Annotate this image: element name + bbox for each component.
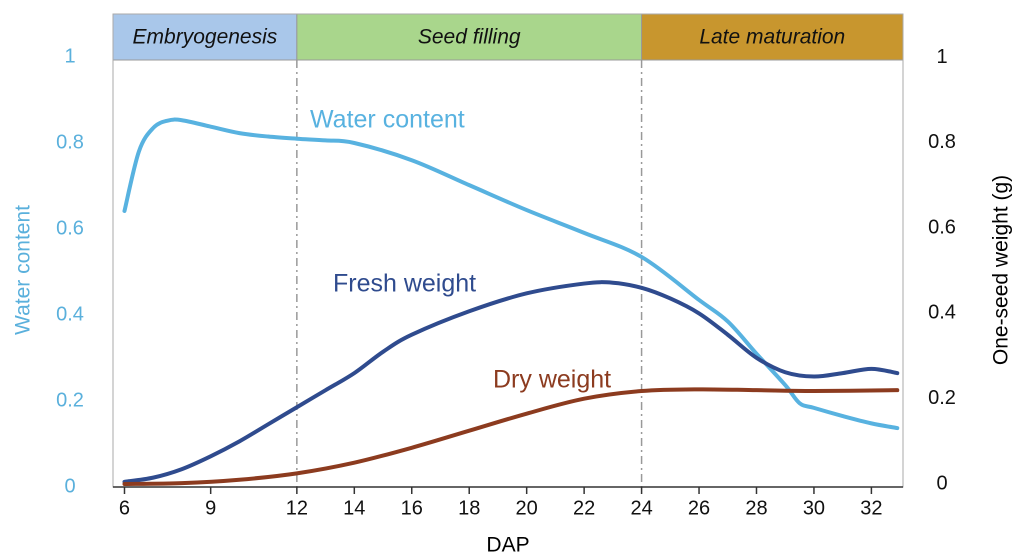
phase-band (296, 13, 643, 61)
x-tick-label: 28 (745, 497, 767, 519)
y-tick-label: 0.4 (56, 303, 84, 325)
x-tick-label: 26 (688, 497, 710, 519)
y2-tick-label: 1 (936, 46, 947, 68)
y-tick-label: 0.2 (56, 389, 84, 411)
series-line (122, 117, 900, 431)
y-axis-title: Water content (12, 205, 35, 335)
x-tick-label: 30 (803, 497, 825, 519)
y-tick-label: 1 (64, 45, 75, 67)
series-label: Water content (310, 106, 465, 134)
y2-tick-label: 0.6 (928, 216, 956, 238)
y-tick-label: 0.8 (56, 131, 84, 153)
y-tick-label: 0 (64, 475, 75, 497)
y2-tick-label: 0.2 (928, 387, 956, 409)
x-tick-label: 32 (860, 497, 882, 519)
series-line (122, 280, 900, 484)
phase-band (112, 13, 298, 61)
y2-axis-title: One-seed weight (g) (990, 175, 1013, 365)
phase-label: Embryogenesis (133, 26, 278, 49)
series-label: Fresh weight (333, 270, 476, 298)
y-tick-label: 0.6 (56, 217, 84, 239)
x-tick-label: 18 (458, 497, 480, 519)
y2-tick-label: 0.8 (928, 131, 956, 153)
x-axis-title: DAP (486, 534, 529, 557)
phase-label: Late maturation (699, 26, 845, 49)
plot-frame (112, 13, 904, 488)
phase-label: Seed filling (418, 26, 521, 49)
x-tick-label: 24 (630, 497, 652, 519)
x-tick-label: 16 (401, 497, 423, 519)
series-label: Dry weight (493, 366, 611, 394)
x-tick-label: 6 (119, 497, 130, 519)
x-tick-label: 9 (205, 497, 216, 519)
series-line (122, 387, 900, 487)
x-tick-label: 22 (573, 497, 595, 519)
y2-tick-label: 0 (936, 472, 947, 494)
y2-tick-label: 0.4 (928, 302, 956, 324)
x-tick-label: 12 (286, 497, 308, 519)
x-tick-label: 14 (343, 497, 365, 519)
x-tick-label: 20 (516, 497, 538, 519)
